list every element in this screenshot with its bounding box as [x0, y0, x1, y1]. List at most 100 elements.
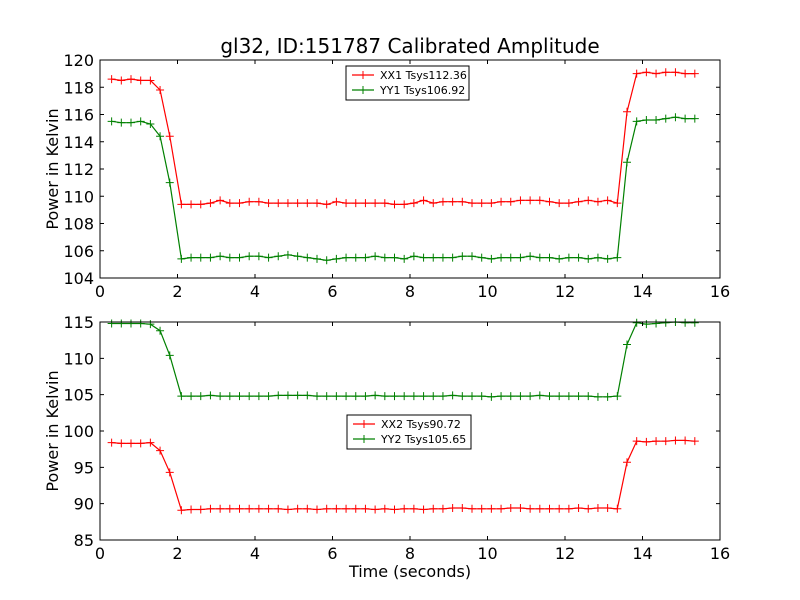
data-point: [468, 199, 476, 208]
x-tick-label: 6: [327, 544, 337, 563]
data-point: [438, 253, 447, 262]
data-point: [497, 392, 506, 401]
bottom-panel: 0 2 4 6 8 10 12 14 16 85 90 95 100 105 110 115 Power in …: [43, 313, 730, 581]
data-point: [623, 458, 631, 467]
data-point: [283, 505, 292, 514]
data-point: [127, 439, 135, 448]
data-point: [146, 320, 155, 329]
data-point: [146, 438, 155, 447]
data-point: [448, 504, 457, 513]
data-point: [117, 439, 126, 448]
data-point: [187, 392, 196, 401]
data-point: [526, 196, 535, 205]
x-tick-label: 0: [95, 544, 105, 563]
data-point: [409, 199, 418, 208]
data-point: [371, 505, 380, 514]
data-point: [613, 253, 622, 262]
data-point: [458, 252, 467, 261]
data-point: [419, 392, 428, 401]
data-point: [564, 253, 573, 262]
series-line: [111, 116, 695, 261]
data-point: [681, 69, 690, 78]
data-point: [165, 132, 174, 141]
data-point: [409, 392, 418, 401]
data-point: [535, 504, 544, 513]
data-point: [574, 253, 583, 262]
data-point: [342, 199, 351, 208]
data-point: [351, 392, 360, 401]
data-point: [623, 158, 631, 167]
y-tick-label: 112: [63, 160, 94, 179]
data-point: [690, 114, 699, 123]
data-point: [254, 197, 263, 206]
legend-label: YY2 Tsys105.65: [380, 433, 466, 446]
data-point: [545, 392, 554, 401]
data-point: [196, 200, 205, 209]
legend-marker: [360, 420, 368, 428]
data-point: [380, 504, 389, 513]
data-point: [574, 504, 583, 513]
x-tick-label: 10: [477, 282, 497, 301]
data-point: [196, 253, 205, 262]
data-point: [690, 318, 699, 327]
legend: XX1 Tsys112.36 YY1 Tsys106.92: [345, 65, 470, 101]
data-point: [419, 505, 428, 514]
x-tick-label: 16: [710, 544, 730, 563]
data-point: [146, 76, 155, 85]
data-point: [225, 253, 234, 262]
data-point: [303, 504, 312, 513]
data-point: [584, 504, 593, 513]
data-point: [400, 200, 409, 209]
data-point: [506, 197, 515, 206]
data-point: [187, 253, 196, 262]
data-point: [196, 392, 205, 401]
data-point: [574, 197, 583, 206]
data-point: [690, 69, 699, 78]
data-point: [216, 504, 225, 513]
data-point: [245, 392, 254, 401]
data-point: [400, 254, 409, 263]
data-point: [322, 504, 331, 513]
data-point: [177, 200, 186, 209]
y-axis-label: Power in Kelvin: [43, 370, 62, 491]
y-tick-label: 110: [63, 187, 94, 206]
data-point: [254, 504, 263, 513]
data-point: [361, 253, 370, 262]
data-point: [409, 252, 418, 261]
data-point: [613, 199, 622, 208]
data-point: [274, 504, 283, 513]
data-point: [264, 504, 273, 513]
top-panel: 0 2 4 6 8 10 12 14 16 104 106 108 110 112 114 116 118 120…: [43, 51, 730, 301]
data-point: [613, 392, 622, 401]
data-point: [206, 504, 215, 513]
legend-box: [345, 65, 470, 101]
data-point: [165, 468, 174, 477]
data-point: [274, 391, 283, 400]
data-point: [516, 196, 525, 205]
data-point: [136, 439, 145, 448]
x-tick-label: 8: [405, 282, 415, 301]
data-point: [642, 320, 651, 329]
data-point: [477, 199, 486, 208]
data-point: [448, 253, 457, 262]
data-point: [584, 392, 593, 401]
data-point: [216, 196, 225, 205]
data-point: [165, 351, 174, 360]
data-point: [235, 253, 244, 262]
data-point: [177, 392, 186, 401]
data-point: [322, 256, 331, 265]
data-point: [661, 114, 670, 123]
data-point: [156, 326, 165, 335]
x-tick-label: 14: [632, 544, 652, 563]
y-tick-label: 110: [63, 349, 94, 368]
data-point: [293, 504, 302, 513]
y-tick-label: 90: [74, 495, 94, 514]
data-point: [264, 392, 273, 401]
data-point: [487, 392, 496, 401]
data-point: [419, 253, 428, 262]
data-point: [283, 391, 292, 400]
data-point: [264, 253, 273, 262]
data-point: [107, 117, 116, 126]
data-point: [177, 254, 186, 263]
